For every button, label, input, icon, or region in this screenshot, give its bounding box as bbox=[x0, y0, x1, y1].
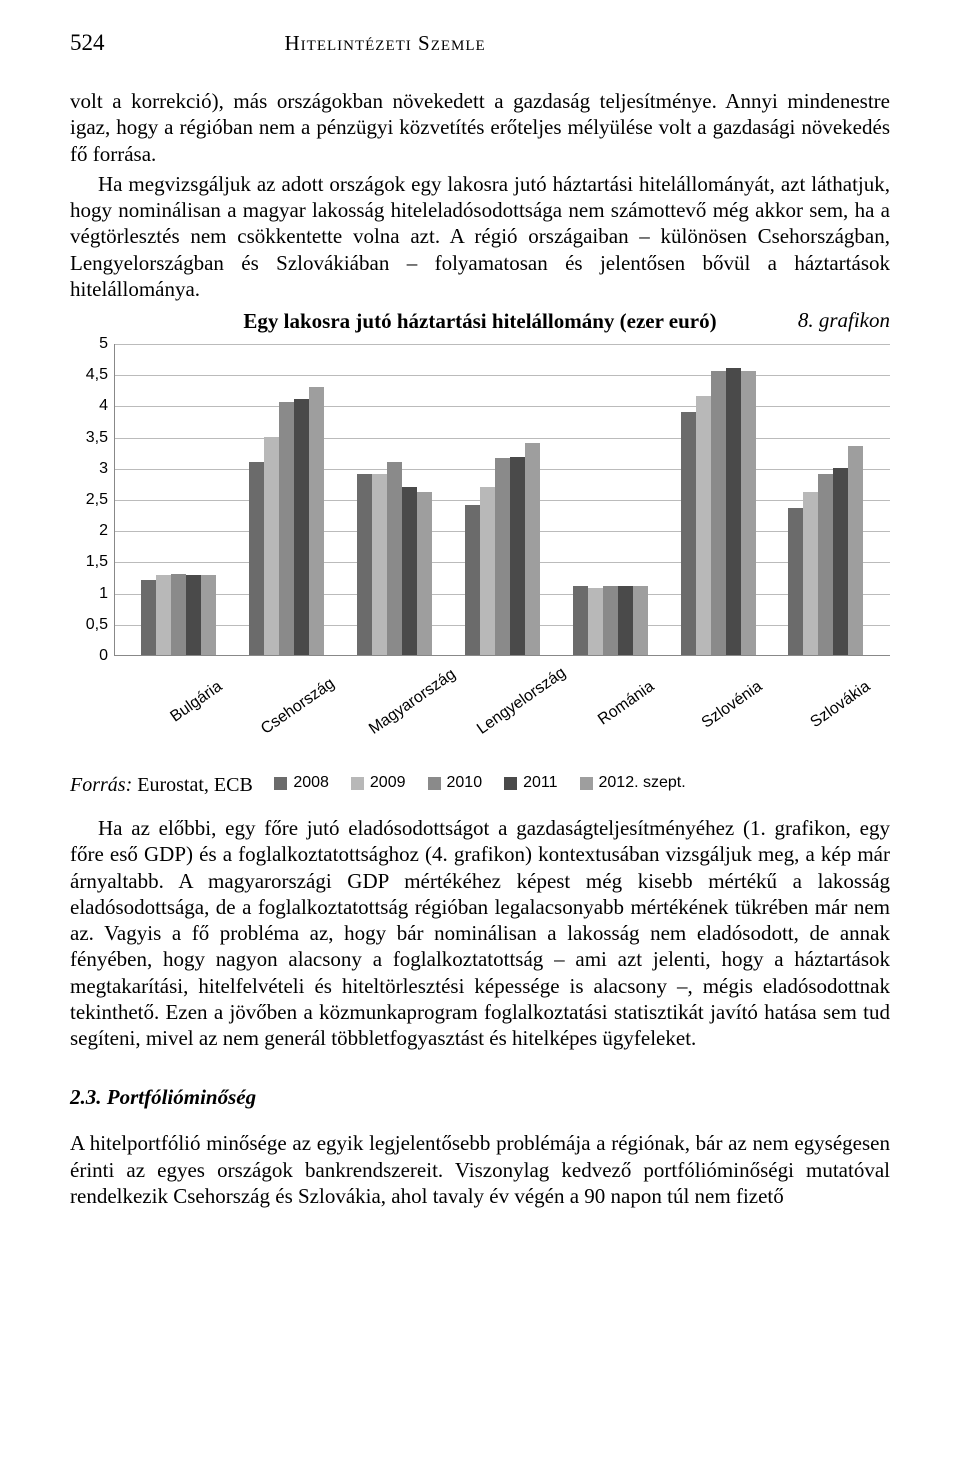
bar bbox=[711, 371, 726, 655]
bar bbox=[588, 588, 603, 655]
y-tick-label: 2 bbox=[99, 522, 108, 540]
y-tick-label: 1 bbox=[99, 585, 108, 603]
bar bbox=[618, 586, 633, 655]
bar bbox=[141, 580, 156, 655]
bar bbox=[372, 474, 387, 655]
bar bbox=[803, 492, 818, 655]
bar bbox=[186, 575, 201, 655]
page-header: 524 Hitelintézeti Szemle bbox=[70, 30, 890, 56]
y-tick-label: 0,5 bbox=[86, 616, 108, 634]
journal-title: Hitelintézeti Szemle bbox=[285, 31, 486, 56]
legend-item: 2010 bbox=[428, 774, 483, 792]
legend-label: 2011 bbox=[523, 774, 557, 792]
bar bbox=[696, 396, 711, 655]
bar-group bbox=[681, 368, 756, 655]
bar bbox=[603, 586, 618, 655]
bar bbox=[633, 586, 648, 655]
page: 524 Hitelintézeti Szemle volt a korrekci… bbox=[0, 0, 960, 1253]
plot-area bbox=[114, 344, 890, 656]
y-tick-label: 2,5 bbox=[86, 491, 108, 509]
bar bbox=[510, 457, 525, 655]
x-tick-label: Csehország bbox=[258, 678, 334, 739]
legend-item: 2009 bbox=[351, 774, 406, 792]
bar bbox=[525, 443, 540, 655]
y-tick-label: 4 bbox=[99, 397, 108, 415]
y-tick-label: 0 bbox=[99, 647, 108, 665]
bar bbox=[741, 371, 756, 655]
y-tick-label: 5 bbox=[99, 335, 108, 353]
source-label: Forrás: bbox=[70, 774, 132, 796]
legend-item: 2008 bbox=[274, 774, 329, 792]
bar bbox=[681, 412, 696, 655]
y-tick-label: 3,5 bbox=[86, 429, 108, 447]
legend-swatch bbox=[274, 777, 287, 790]
bar bbox=[264, 437, 279, 655]
bar bbox=[357, 474, 372, 655]
bar bbox=[480, 487, 495, 655]
bar-group bbox=[465, 443, 540, 655]
section-heading: 2.3. Portfólióminőség bbox=[70, 1085, 890, 1110]
bar-group bbox=[249, 387, 324, 655]
paragraph-4: A hitelportfólió minősége az egyik legje… bbox=[70, 1130, 890, 1209]
bar-group bbox=[788, 446, 863, 655]
bar bbox=[156, 575, 171, 655]
page-number: 524 bbox=[70, 30, 105, 56]
legend-swatch bbox=[504, 777, 517, 790]
y-tick-label: 3 bbox=[99, 460, 108, 478]
x-axis-labels: BulgáriaCsehországMagyarországLengyelors… bbox=[114, 664, 890, 682]
bar bbox=[279, 402, 294, 655]
bar bbox=[833, 468, 848, 655]
legend-label: 2009 bbox=[370, 774, 406, 792]
legend-label: 2010 bbox=[447, 774, 483, 792]
bar-group bbox=[141, 574, 216, 655]
bar bbox=[726, 368, 741, 655]
bar bbox=[201, 575, 216, 655]
legend-swatch bbox=[351, 777, 364, 790]
bar bbox=[818, 474, 833, 655]
bar bbox=[171, 574, 186, 655]
x-tick-label: Bulgária bbox=[150, 678, 226, 739]
bar bbox=[309, 387, 324, 655]
y-tick-label: 4,5 bbox=[86, 366, 108, 384]
legend-item: 2011 bbox=[504, 774, 557, 792]
source-value: Eurostat, ECB bbox=[137, 774, 253, 796]
bar bbox=[387, 462, 402, 655]
x-tick-label: Szlovénia bbox=[690, 678, 766, 739]
legend-swatch bbox=[428, 777, 441, 790]
chart: 00,511,522,533,544,55 BulgáriaCsehország… bbox=[70, 344, 890, 724]
figure-label: 8. grafikon bbox=[798, 308, 890, 333]
bar bbox=[249, 462, 264, 655]
x-tick-label: Románia bbox=[582, 678, 658, 739]
bar bbox=[465, 505, 480, 655]
legend-label: 2008 bbox=[293, 774, 329, 792]
chart-title: Egy lakosra jutó háztartási hitelállomán… bbox=[70, 309, 890, 334]
x-tick-label: Lengyelország bbox=[474, 678, 550, 739]
x-tick-label: Magyarország bbox=[366, 678, 442, 739]
paragraph-1: volt a korrekció), más országokban növek… bbox=[70, 88, 890, 167]
legend-swatch bbox=[580, 777, 593, 790]
bar bbox=[848, 446, 863, 655]
legend-label: 2012. szept. bbox=[599, 774, 686, 792]
bar-group bbox=[357, 462, 432, 655]
bar bbox=[573, 586, 588, 655]
y-axis: 00,511,522,533,544,55 bbox=[70, 344, 114, 656]
bar bbox=[294, 399, 309, 655]
legend-item: 2012. szept. bbox=[580, 774, 686, 792]
x-tick-label: Szlovákia bbox=[798, 678, 874, 739]
paragraph-3: Ha az előbbi, egy főre jutó eladósodotts… bbox=[70, 815, 890, 1051]
bar-groups bbox=[115, 344, 890, 655]
y-tick-label: 1,5 bbox=[86, 553, 108, 571]
bar bbox=[788, 508, 803, 655]
bar bbox=[402, 487, 417, 655]
bar-group bbox=[573, 586, 648, 655]
bar bbox=[495, 458, 510, 655]
paragraph-2: Ha megvizsgáljuk az adott országok egy l… bbox=[70, 171, 890, 302]
bar bbox=[417, 492, 432, 655]
